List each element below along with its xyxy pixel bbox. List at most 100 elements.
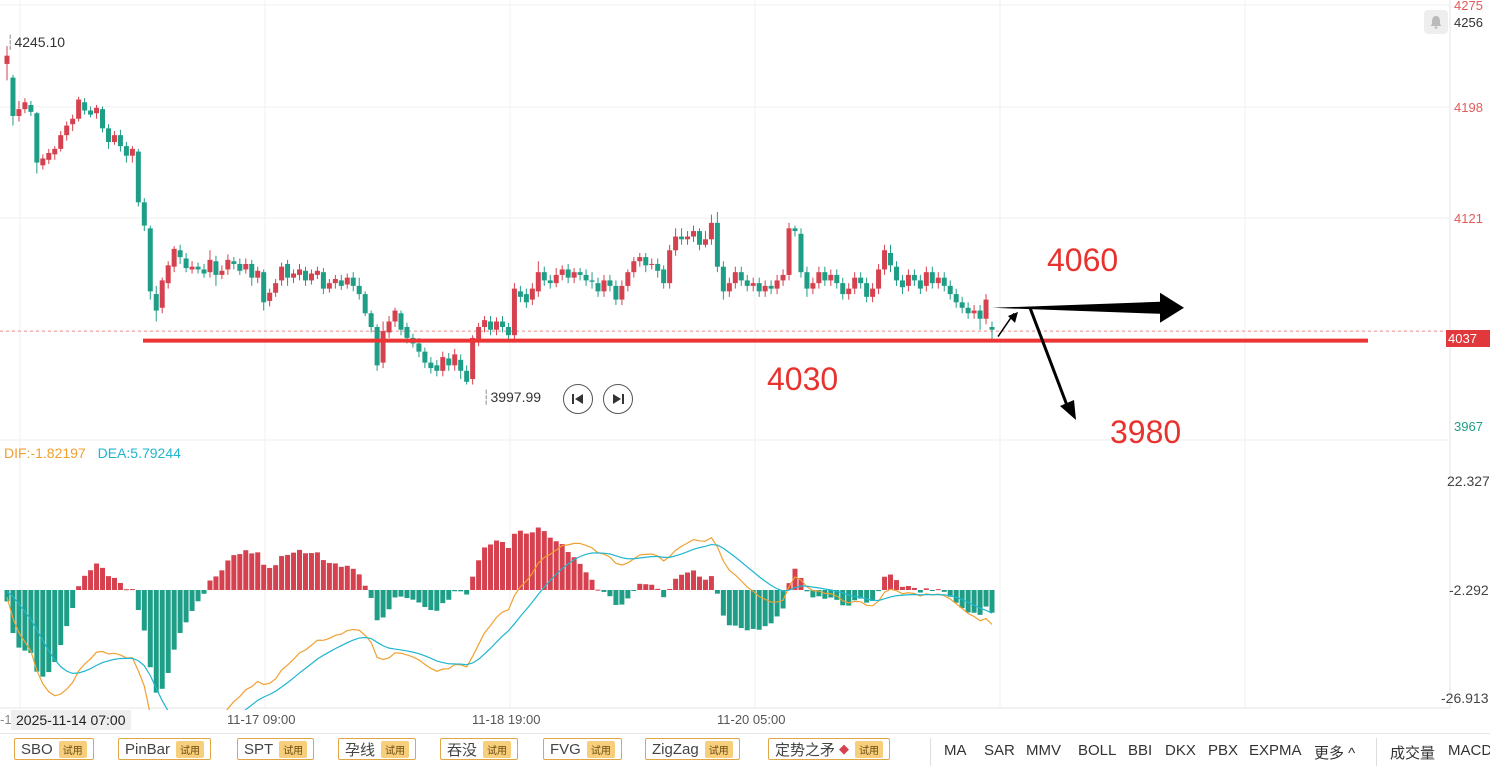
harami-button[interactable]: 孕线 试用 — [338, 738, 417, 760]
alert-bell-icon[interactable] — [1424, 10, 1448, 34]
candle-body — [858, 277, 864, 284]
macd-bar — [464, 589, 470, 595]
annotation-4030: 4030 — [767, 361, 839, 397]
dea-value: DEA:5.79244 — [97, 445, 181, 461]
candle-body — [488, 321, 494, 330]
chart-canvas[interactable] — [0, 0, 1490, 710]
macd-bar — [16, 589, 22, 648]
previous-button[interactable] — [563, 384, 593, 414]
macd-bar — [744, 589, 750, 631]
candle-body — [380, 331, 386, 363]
candle-body — [141, 202, 147, 226]
macd-bar — [601, 589, 607, 592]
macd-bar — [350, 568, 356, 590]
pbx-indicator[interactable]: PBX — [1208, 742, 1239, 759]
candle-body — [828, 274, 834, 281]
macd-bar — [732, 589, 738, 626]
candle-body — [899, 280, 905, 288]
macd-indicator[interactable]: MACD — [1448, 742, 1490, 759]
candle-body — [34, 113, 40, 163]
macd-bar — [547, 537, 553, 590]
macd-bar — [219, 570, 225, 590]
price-tick: 4121 — [1454, 211, 1483, 226]
high-marker: ┆4245.10 — [6, 34, 66, 50]
candle-body — [977, 310, 983, 319]
candle-body — [607, 280, 613, 286]
candle-body — [905, 274, 911, 286]
spt-button[interactable]: SPT 试用 — [237, 738, 315, 760]
macd-bar — [338, 566, 344, 590]
macd-bar — [726, 589, 732, 626]
candle-body — [917, 280, 923, 289]
fvg-button[interactable]: FVG 试用 — [543, 738, 622, 760]
sar-indicator[interactable]: SAR — [984, 742, 1015, 759]
arrow-down-line — [1028, 307, 1070, 409]
macd-bar — [171, 589, 177, 650]
macd-bar — [619, 589, 625, 605]
candle-body — [16, 109, 22, 116]
macd-bar — [135, 589, 141, 611]
candle-body — [565, 269, 571, 278]
macd-bar — [213, 576, 219, 590]
sbo-button[interactable]: SBO 试用 — [14, 738, 94, 760]
candle-body — [708, 222, 714, 240]
macd-bar — [147, 589, 153, 668]
macd-bar — [380, 589, 386, 618]
candle-body — [344, 277, 350, 285]
candle-body — [70, 118, 76, 125]
engulfing-button[interactable]: 吞没 试用 — [440, 738, 519, 760]
macd-bar — [52, 589, 58, 663]
macd-bar — [983, 589, 989, 607]
macd-bar — [750, 589, 756, 629]
macd-bar — [374, 589, 380, 621]
price-tick: 4275 — [1454, 0, 1483, 13]
macd-bar — [888, 574, 894, 590]
candle-body — [100, 109, 106, 129]
expma-indicator[interactable]: EXPMA — [1249, 742, 1302, 759]
macd-bar — [804, 589, 810, 592]
more-indicators[interactable]: 更多 ^ — [1314, 745, 1356, 762]
candle-body — [846, 288, 852, 295]
candle-body — [261, 272, 267, 303]
candle-body — [786, 228, 792, 275]
pinbar-button[interactable]: PinBar 试用 — [118, 738, 212, 760]
macd-bar — [876, 589, 882, 592]
bbi-indicator[interactable]: BBI — [1128, 742, 1153, 759]
macd-bar — [291, 552, 297, 590]
macd-bar — [452, 589, 458, 592]
time-tick: 11-20 05:00 — [717, 712, 786, 727]
macd-bar — [404, 589, 410, 599]
macd-bar — [207, 580, 213, 590]
candle-body — [374, 326, 380, 366]
volume-indicator[interactable]: 成交量 — [1390, 745, 1436, 762]
trend-spear-button[interactable]: 定势之矛 ◆ 试用 — [768, 738, 891, 760]
indicator-toolbar: SBO 试用 PinBar 试用 SPT 试用 孕线 试用 吞没 试用 FVG 试用 Zig… — [0, 733, 1490, 768]
current-price-tag: 4037 — [1446, 330, 1490, 347]
macd-bar — [971, 589, 977, 613]
candle-body — [923, 272, 929, 286]
candle-body — [64, 125, 70, 136]
candle-body — [571, 272, 577, 278]
zigzag-button[interactable]: ZigZag 试用 — [645, 738, 740, 760]
candle-body — [320, 272, 326, 289]
candle-body — [750, 283, 756, 286]
macd-bar — [720, 589, 726, 616]
candle-body — [911, 274, 917, 281]
ma-indicator[interactable]: MA — [944, 742, 967, 759]
macd-bar — [46, 589, 52, 673]
candle-body — [195, 266, 201, 270]
dkx-indicator[interactable]: DKX — [1165, 742, 1196, 759]
mmv-indicator[interactable]: MMV — [1026, 742, 1061, 759]
macd-bar — [273, 565, 279, 590]
macd-bar — [111, 577, 117, 590]
macd-bar — [852, 589, 858, 601]
candle-body — [547, 280, 553, 284]
candle-body — [888, 252, 894, 266]
candle-body — [404, 326, 410, 338]
macd-legend: DIF:-1.82197 DEA:5.79244 — [4, 445, 181, 461]
macd-bar — [965, 589, 971, 613]
macd-bar — [499, 541, 505, 590]
boll-indicator[interactable]: BOLL — [1078, 742, 1117, 759]
macd-bar — [637, 583, 643, 590]
next-button[interactable] — [603, 384, 633, 414]
